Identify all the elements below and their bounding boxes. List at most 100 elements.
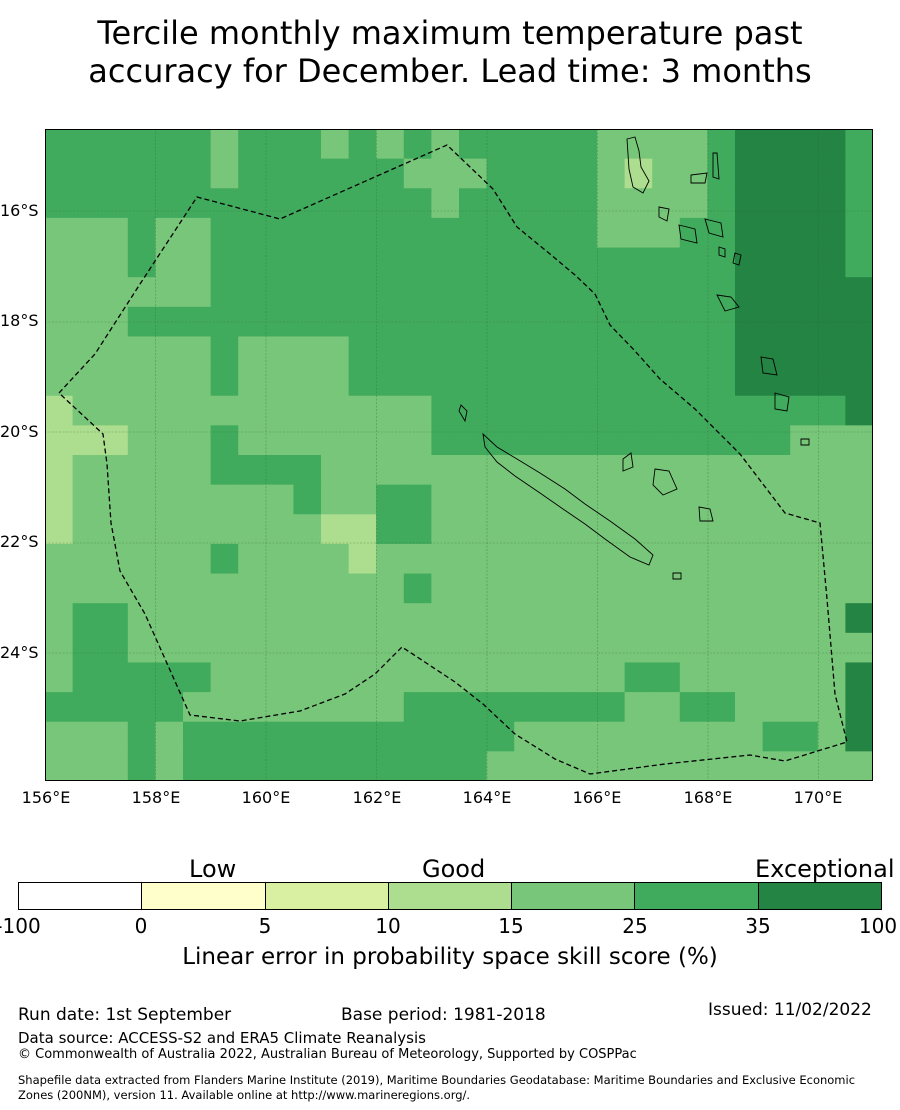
skill-grid-cell [845,484,872,515]
skill-grid-cell [127,603,156,634]
skill-grid-cell [265,632,294,664]
skill-grid-cell [514,158,543,189]
skill-grid-cell [127,692,156,723]
skill-grid-cell [127,366,156,397]
skill-grid-cell [183,336,212,367]
skill-grid-cell [735,573,764,604]
skill-grid-cell [293,662,322,693]
skill-grid-cell [100,217,129,249]
skill-grid-cell [72,721,101,752]
skill-grid-cell [155,336,184,367]
skill-grid-cell [707,336,736,367]
skill-grid-cell [762,573,791,604]
skill-grid-cell [762,158,791,189]
skill-grid-cell [265,514,294,545]
colorbar-tick: 15 [498,914,524,938]
skill-grid-cell [376,484,405,515]
colorbar-segment [635,883,759,909]
skill-grid-cell [459,662,488,693]
skill-grid-cell [376,751,405,780]
skill-grid-cell [183,543,212,575]
skill-grid-cell [348,306,377,338]
skill-grid-cell [679,632,708,664]
skill-grid-cell [100,188,129,219]
skill-grid-cell [624,366,653,397]
skill-grid-cell [46,632,74,664]
skill-grid-cell [569,130,598,160]
skill-grid-cell [321,188,350,219]
skill-grid-cell [72,395,101,426]
skill-grid-cell [679,277,708,308]
skill-grid-cell [845,514,872,545]
skill-grid-cell [321,692,350,723]
skill-grid-cell [541,662,570,693]
skill-grid-cell [679,425,708,456]
skill-grid-cell [652,721,681,752]
skill-grid-cell [845,603,872,634]
skill-grid-cell [348,158,377,189]
skill-grid-cell [459,692,488,723]
skill-grid-cell [652,632,681,664]
skill-grid-cell [459,130,488,160]
skill-grid-cell [790,514,819,545]
skill-grid-cell [541,692,570,723]
skill-grid-cell [155,721,184,752]
skill-grid-cell [100,455,129,486]
skill-grid-cell [210,632,239,664]
skill-grid-cell [46,217,74,249]
skill-grid-cell [735,158,764,189]
skill-grid-cell [155,573,184,604]
skill-grid-cell [486,130,515,160]
skill-grid-cell [127,425,156,456]
skill-grid-cell [376,603,405,634]
skill-grid-cell [597,366,626,397]
skill-grid-cell [321,543,350,575]
skill-grid-cell [597,217,626,249]
skill-grid-cell [293,751,322,780]
skill-grid-cell [762,603,791,634]
base-period: Base period: 1981-2018 [341,1005,546,1025]
skill-grid-cell [679,721,708,752]
skill-grid-cell [762,366,791,397]
skill-grid-cell [707,721,736,752]
skill-grid-cell [624,277,653,308]
skill-grid-cell [845,455,872,486]
skill-grid-cell [707,188,736,219]
skill-grid-cell [679,573,708,604]
skill-grid-cell [735,543,764,575]
skill-grid-cell [790,721,819,752]
skill-grid-cell [486,455,515,486]
skill-grid-cell [707,573,736,604]
skill-grid-cell [348,455,377,486]
skill-grid-cell [46,366,74,397]
skill-grid-cell [652,158,681,189]
skill-grid-cell [321,247,350,278]
skill-grid-cell [265,662,294,693]
island-vanuatu-12 [800,438,810,446]
skill-grid-cell [762,632,791,664]
skill-grid-cell [486,188,515,219]
skill-grid-cell [569,455,598,486]
skill-grid-cell [376,188,405,219]
skill-grid-cell [790,751,819,780]
skill-grid-cell [597,573,626,604]
skill-grid-cell [486,662,515,693]
colorbar-tick: 25 [622,914,648,938]
skill-grid-cell [541,336,570,367]
skill-grid-cell [321,484,350,515]
skill-grid-cell [46,692,74,723]
skill-grid-cell [597,751,626,780]
skill-grid-cell [652,247,681,278]
skill-grid-cell [624,692,653,723]
skill-grid-cell [707,425,736,456]
skill-grid-cell [183,425,212,456]
skill-grid-cell [238,603,267,634]
skill-grid-cell [238,632,267,664]
skill-grid-cell [431,366,460,397]
skill-grid-cell [265,336,294,367]
skill-grid-cell [431,158,460,189]
skill-grid-cell [72,751,101,780]
skill-grid-cell [127,751,156,780]
skill-grid-cell [210,543,239,575]
lon-tick-162e: 162°E [352,788,402,807]
